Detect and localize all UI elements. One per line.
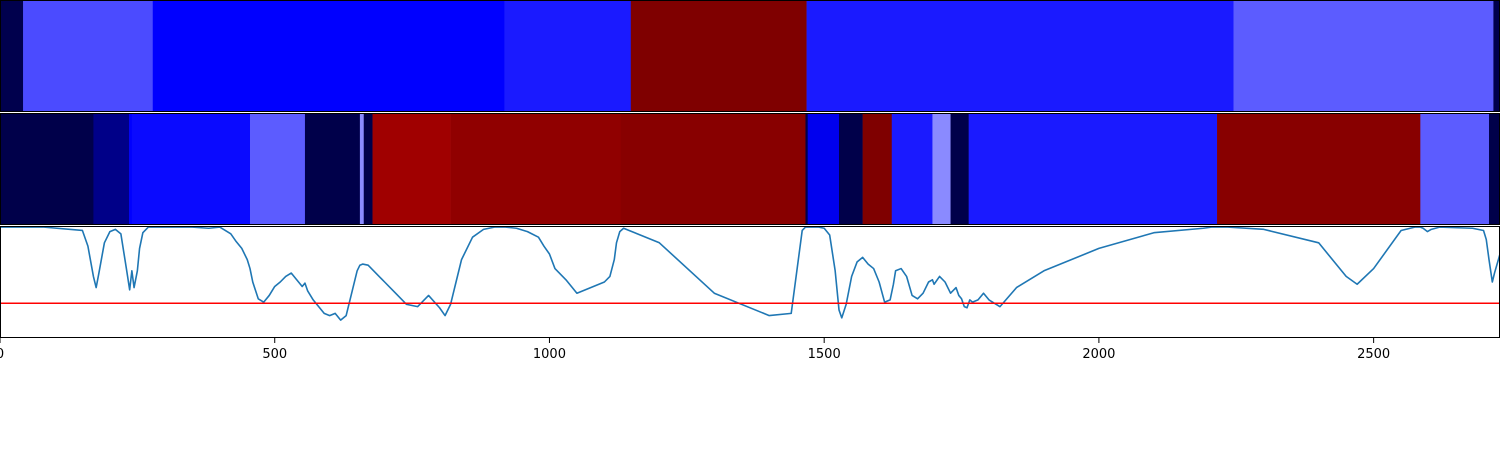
x-tick-label: 1500 (808, 347, 841, 362)
heatmap-segment (806, 0, 1234, 112)
heatmap-segment (250, 113, 306, 225)
heatmap-segment (968, 113, 1218, 225)
heatmap-segment (862, 113, 893, 225)
heatmap-segment (839, 113, 863, 225)
heatmap-track-1 (0, 0, 1500, 112)
heatmap-segment (950, 113, 969, 225)
heatmap-segment (504, 0, 632, 112)
heatmap-segment (1217, 113, 1421, 225)
heatmap-segment (131, 113, 251, 225)
panel-frame (0, 226, 1500, 338)
heatmap-segment (450, 113, 622, 225)
heatmap-segment (363, 113, 373, 225)
heatmap-segment (805, 113, 808, 225)
heatmap-track-2 (0, 113, 1500, 225)
heatmap-segment (891, 113, 933, 225)
heatmap-segment (152, 0, 505, 112)
heatmap-segment (620, 113, 806, 225)
heatmap-segment (93, 113, 130, 225)
heatmap-segment (0, 0, 24, 112)
x-tick-label: 1000 (533, 347, 566, 362)
heatmap-segment (0, 113, 94, 225)
heatmap-segment (630, 0, 807, 112)
x-tick-label: 500 (262, 347, 287, 362)
heatmap-segment (359, 113, 365, 225)
heatmap-segment (807, 113, 840, 225)
heatmap-segment (23, 0, 154, 112)
x-axis: 0 500 1000 1500 2000 2500 (0, 338, 1390, 362)
heatmap-segment (372, 113, 451, 225)
heatmap-segment (1233, 0, 1494, 112)
heatmap-segment (1420, 113, 1490, 225)
series-line (0, 226, 1500, 321)
heatmap-segment (1489, 113, 1500, 225)
x-tick-label: 2500 (1357, 347, 1390, 362)
heatmap-segment (304, 113, 361, 225)
x-tick-label: 0 (0, 347, 4, 362)
x-tick-label: 2000 (1082, 347, 1115, 362)
heatmap-segment (1493, 0, 1500, 112)
line-plot-panel (0, 226, 1500, 321)
heatmap-segment (932, 113, 951, 225)
heatmap-segment (129, 113, 133, 225)
